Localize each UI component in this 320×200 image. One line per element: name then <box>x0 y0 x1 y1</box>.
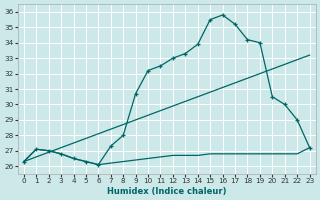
X-axis label: Humidex (Indice chaleur): Humidex (Indice chaleur) <box>107 187 227 196</box>
